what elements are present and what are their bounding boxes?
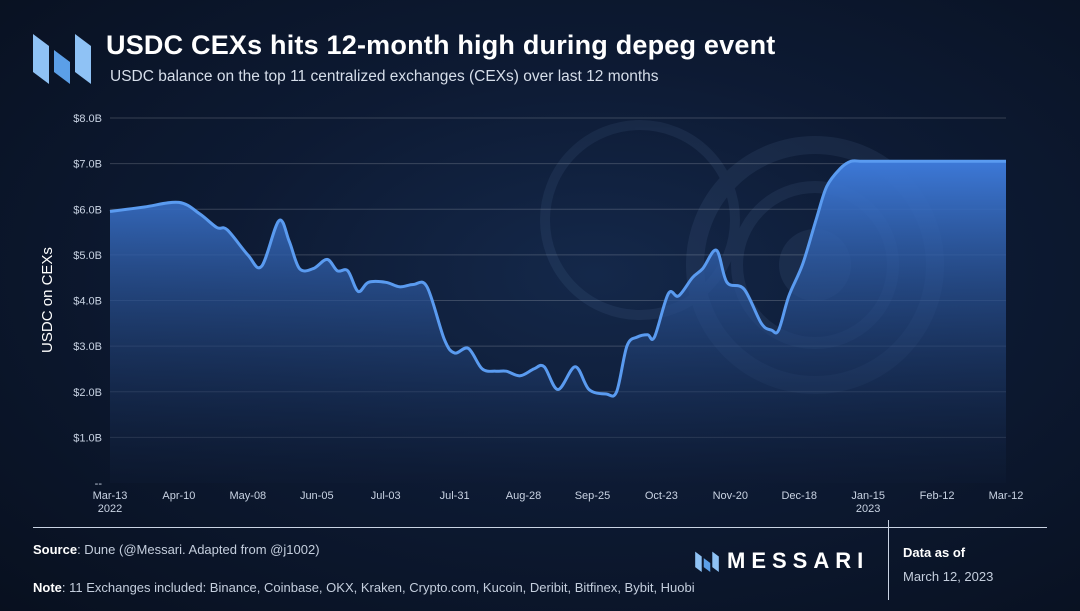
x-tick-label: Feb-12	[920, 490, 955, 502]
y-axis-label: USDC on CEXs	[39, 247, 56, 353]
x-tick-label: Jun-05	[300, 490, 334, 502]
y-tick-label: $8.0B	[73, 113, 102, 125]
brand-wordmark: MESSARI	[727, 548, 870, 573]
x-tick-label: Mar-12	[989, 490, 1024, 502]
x-tick-label: May-08	[230, 490, 267, 502]
x-tick-label: Jul-03	[371, 490, 401, 502]
source-note: Source: Dune (@Messari. Adapted from @j1…	[33, 542, 320, 557]
data-as-of-date: March 12, 2023	[903, 569, 994, 584]
chart-title: USDC CEXs hits 12-month high during depe…	[106, 30, 776, 60]
chart: -- $1.0B $2.0B $3.0B $4.0B $5.0B $6.0B $7.0B $8.…	[39, 113, 1024, 515]
exchange-note: Note: 11 Exchanges included: Binance, Co…	[33, 580, 695, 595]
chart-subtitle: USDC balance on the top 11 centralized e…	[110, 68, 659, 85]
y-tick-label: $1.0B	[73, 432, 102, 444]
x-tick-label: Apr-10	[162, 490, 195, 502]
x-tick-label: Sep-25	[575, 490, 610, 502]
messari-logo-icon	[33, 34, 91, 84]
x-tick-label: Jul-31	[440, 490, 470, 502]
x-tick-label: Nov-20	[713, 490, 748, 502]
series-line	[109, 159, 1006, 398]
messari-brand: MESSARI	[695, 548, 869, 574]
x-tick-label: Aug-28	[506, 490, 541, 502]
y-tick-label: $2.0B	[73, 387, 102, 399]
area-fill	[110, 160, 1006, 484]
x-tick-label: Jan-15 2023	[851, 490, 885, 515]
messari-small-logo-icon	[695, 551, 719, 572]
y-tick-label: $3.0B	[73, 341, 102, 353]
y-tick-label: $6.0B	[73, 204, 102, 216]
footer-divider	[33, 527, 1047, 528]
footer-vertical-divider	[888, 520, 889, 600]
y-tick-label: $4.0B	[73, 296, 102, 308]
x-tick-label: Mar-13 2022	[93, 490, 128, 515]
x-tick-label: Dec-18	[781, 490, 816, 502]
data-as-of-label: Data as of	[903, 545, 966, 560]
y-tick-label: --	[95, 478, 103, 490]
y-tick-label: $5.0B	[73, 250, 102, 262]
x-tick-label: Oct-23	[645, 490, 678, 502]
y-tick-label: $7.0B	[73, 159, 102, 171]
